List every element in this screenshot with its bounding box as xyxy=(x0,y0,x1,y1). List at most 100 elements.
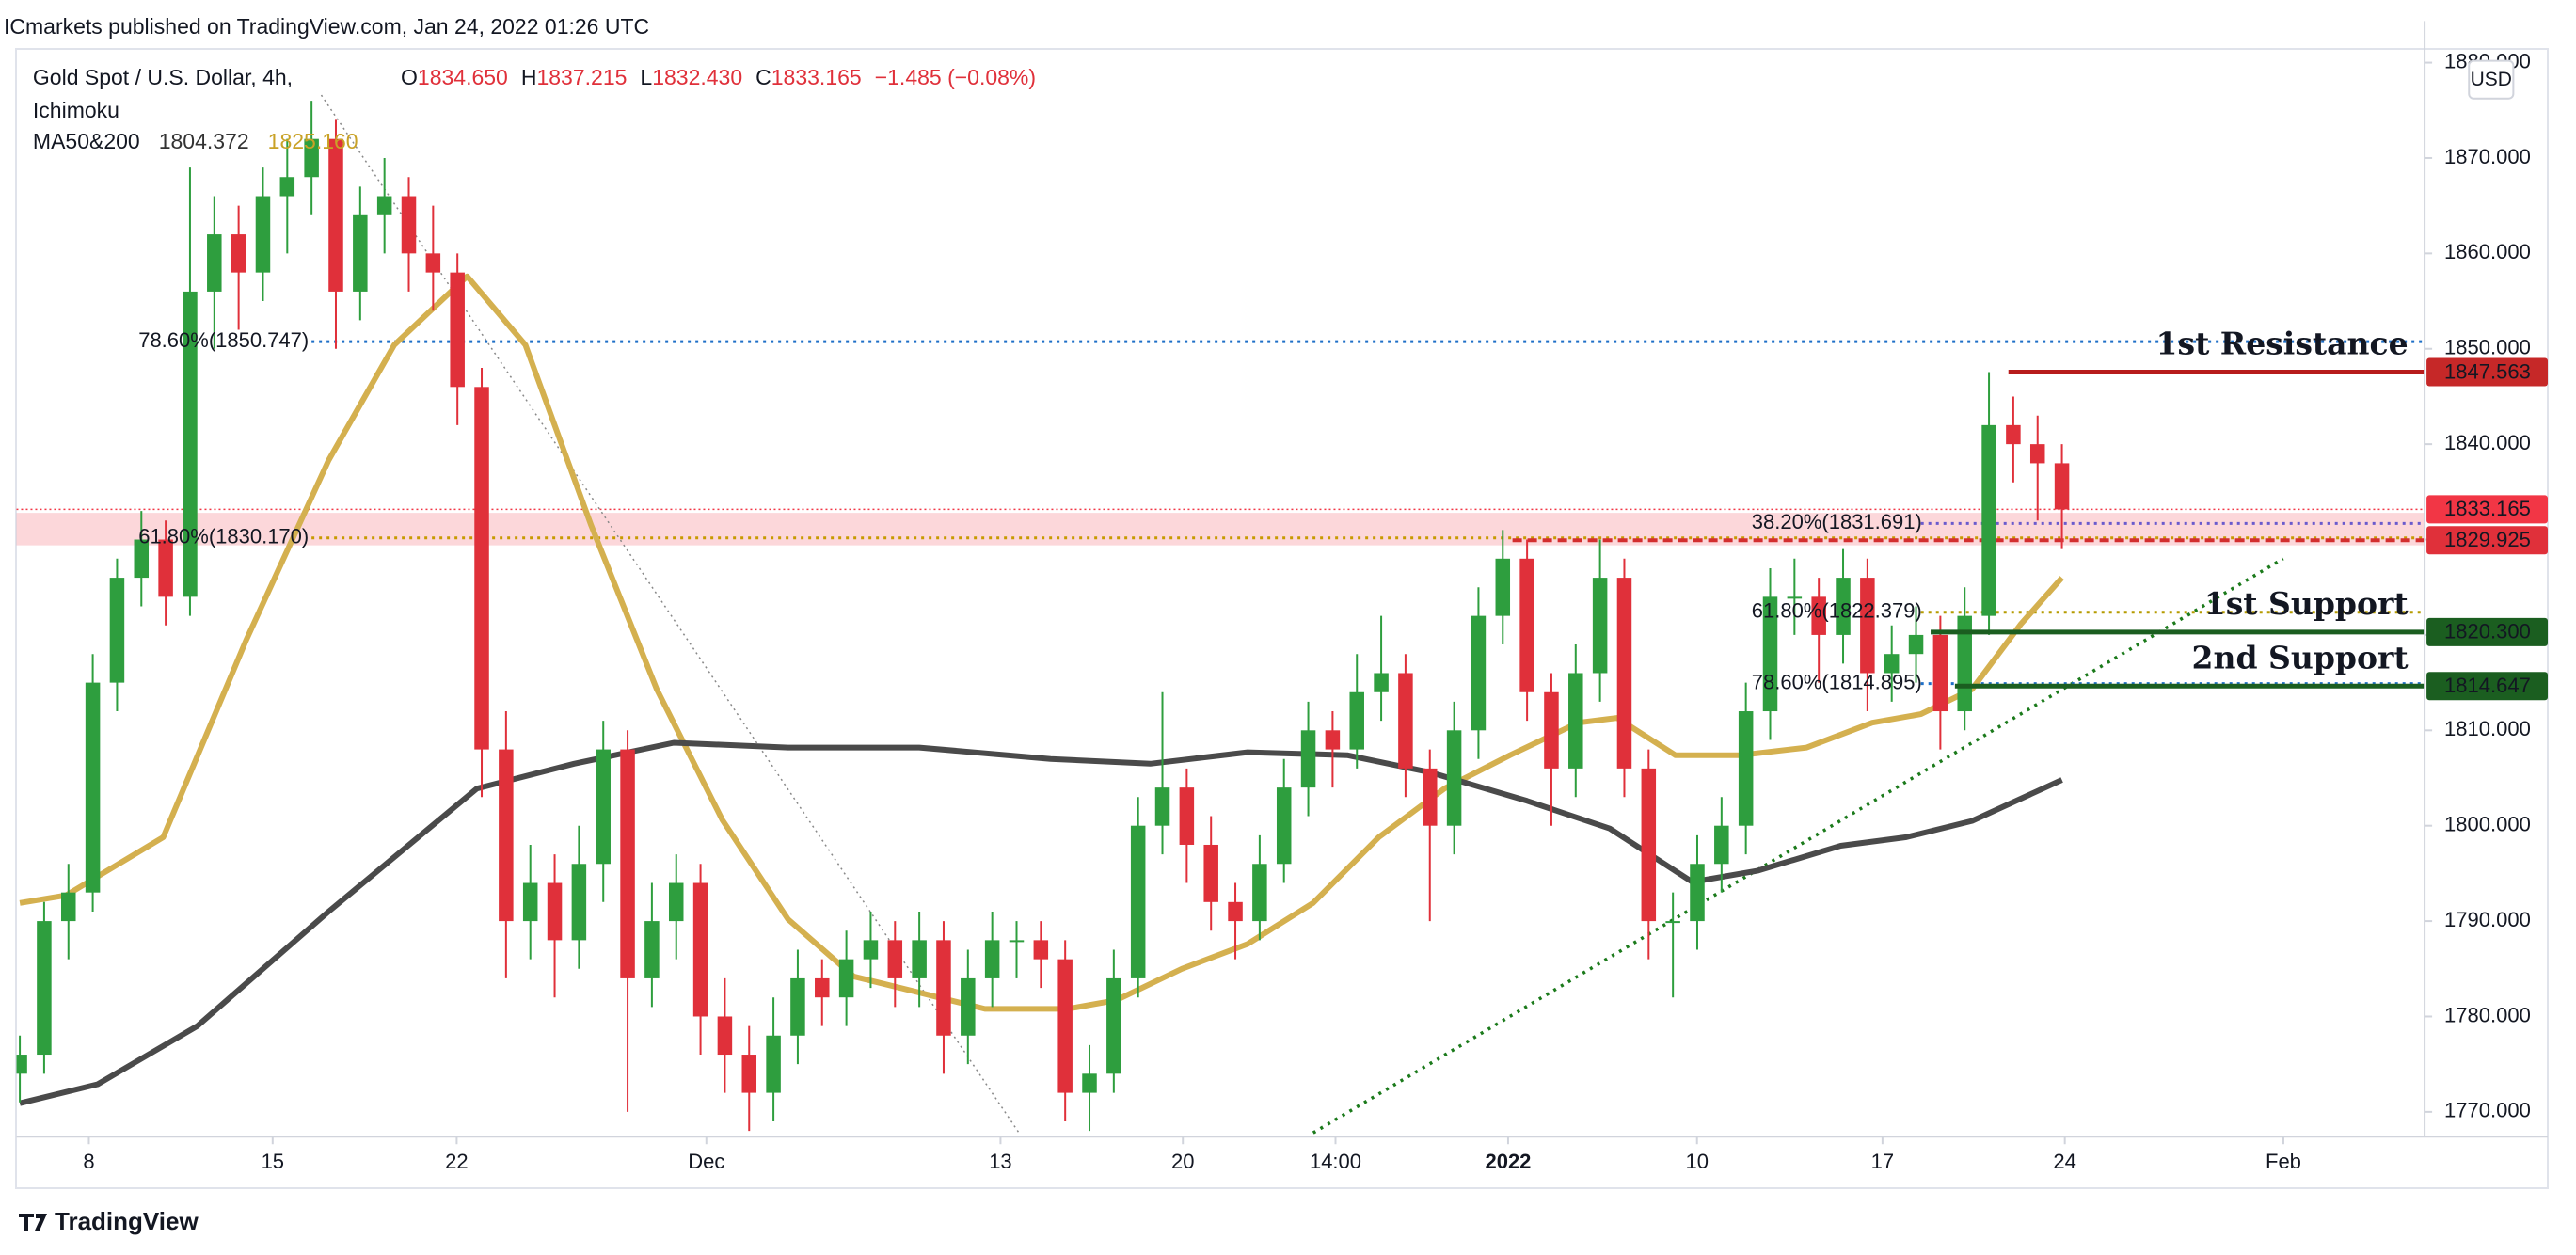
candle-body xyxy=(474,387,489,750)
candle-body xyxy=(1130,825,1146,978)
candle-body xyxy=(1738,711,1754,826)
candle-body xyxy=(1592,578,1608,674)
x-tick-label: 14:00 xyxy=(1310,1150,1361,1173)
ohlc-key: O xyxy=(401,65,418,89)
candle-body xyxy=(1252,864,1267,922)
candle-body xyxy=(1325,730,1341,750)
plot-area xyxy=(16,94,2425,1135)
ohlc-value: 1837.215 xyxy=(536,65,627,89)
candle-body xyxy=(1811,596,1826,635)
candle-body xyxy=(1300,730,1316,788)
currency-box xyxy=(2468,59,2515,100)
candle-body xyxy=(1471,615,1487,731)
candle-body xyxy=(1398,673,1413,769)
candle-body xyxy=(1009,940,1025,943)
candle-body xyxy=(790,977,805,1036)
candle-body xyxy=(328,138,343,292)
currency-label: USD xyxy=(2471,69,2512,90)
candle-body xyxy=(863,940,879,960)
candle-body xyxy=(376,196,392,215)
y-tick-label: 1800.000 xyxy=(2444,813,2531,836)
candle-body xyxy=(1423,768,1438,826)
candle-body xyxy=(2054,463,2070,510)
ma-legend-value: 1804.372 xyxy=(159,129,249,153)
candle-body xyxy=(279,177,295,197)
y-tick-label: 1810.000 xyxy=(2444,717,2531,740)
candle-body xyxy=(1374,673,1389,692)
candle-body xyxy=(37,921,52,1056)
candle-body xyxy=(1860,578,1875,674)
frame xyxy=(15,48,2549,1189)
key-level-label: 2nd Support xyxy=(2191,639,2409,675)
candle-body xyxy=(1932,634,1948,712)
candle-body xyxy=(1154,787,1170,826)
candle-body xyxy=(1179,787,1195,845)
candle-body xyxy=(936,940,951,1036)
x-tick-label: 20 xyxy=(1171,1150,1194,1173)
logo: TradingView xyxy=(19,1207,199,1235)
ohlc-value: 1834.650 xyxy=(418,65,508,89)
price-tag xyxy=(2426,617,2548,646)
price-tag-label: 1833.165 xyxy=(2444,497,2531,520)
x-tick-label: Dec xyxy=(688,1150,724,1173)
candle-body xyxy=(1616,578,1632,769)
candle-body xyxy=(2006,424,2021,445)
candle-body xyxy=(499,749,514,922)
y-tick-label: 1850.000 xyxy=(2444,336,2531,359)
candle-body xyxy=(1228,901,1243,922)
fib-label: 61.80%(1822.379) xyxy=(1752,599,1922,623)
overlay: 78.60%(1850.747) 61.80%(1830.170) 38.20%(1… xyxy=(138,326,2409,694)
fib-label: 78.60%(1850.747) xyxy=(138,328,309,352)
moving-average xyxy=(19,739,2063,1106)
candle-body xyxy=(1665,921,1680,924)
candle-body xyxy=(1568,673,1583,769)
candle-body xyxy=(134,539,150,579)
price-tag-label: 1829.925 xyxy=(2444,528,2531,551)
candle-body xyxy=(887,940,903,978)
candle-body xyxy=(1203,844,1218,902)
candle-body xyxy=(425,253,441,273)
x-tick-label: Feb xyxy=(2266,1150,2301,1173)
candle-body xyxy=(1033,940,1049,960)
candle-body xyxy=(571,864,587,941)
candle-body xyxy=(1762,596,1778,712)
candle-body xyxy=(109,578,125,683)
fib-label: 61.80%(1830.170) xyxy=(138,525,309,548)
price-tag xyxy=(2426,526,2548,555)
candle-body xyxy=(1446,730,1462,826)
ma-legend: MA50&200 1804.372 1825.160 xyxy=(33,129,358,153)
price-tag xyxy=(2426,495,2548,524)
candle-body xyxy=(1544,691,1559,769)
price-tag xyxy=(2426,672,2548,701)
x-tick-label: 13 xyxy=(989,1150,1011,1173)
candle-body xyxy=(1495,558,1511,616)
candle-body xyxy=(620,749,635,978)
x-tick-label: 10 xyxy=(1685,1150,1708,1173)
candle-body xyxy=(304,138,319,178)
candle-body xyxy=(815,977,830,998)
price-tag xyxy=(2426,357,2548,387)
candle-body xyxy=(644,921,660,978)
candle-body xyxy=(183,291,198,597)
candle-body xyxy=(158,539,173,597)
ohlc-value: 1832.430 xyxy=(652,65,742,89)
ohlc-key: C xyxy=(755,65,771,89)
candle-body xyxy=(85,682,101,893)
ohlc-key: H xyxy=(521,65,537,89)
candle-body xyxy=(1787,596,1803,599)
price-tag-label: 1820.300 xyxy=(2444,620,2531,643)
x-tick-label: 17 xyxy=(1871,1150,1894,1173)
candle-body xyxy=(255,196,271,273)
legend-symbol: Gold Spot / U.S. Dollar, 4h, xyxy=(33,65,293,89)
candle-body xyxy=(668,882,684,922)
candle-body xyxy=(692,882,708,1017)
candle-body xyxy=(1836,578,1851,635)
candle-body xyxy=(231,234,246,273)
ohlc-change: −1.485 (−0.08%) xyxy=(875,65,1036,89)
candle-body xyxy=(1884,654,1900,674)
y-tick-label: 1870.000 xyxy=(2444,145,2531,168)
candle-body xyxy=(912,940,927,978)
x-tick-label: 24 xyxy=(2053,1150,2075,1173)
